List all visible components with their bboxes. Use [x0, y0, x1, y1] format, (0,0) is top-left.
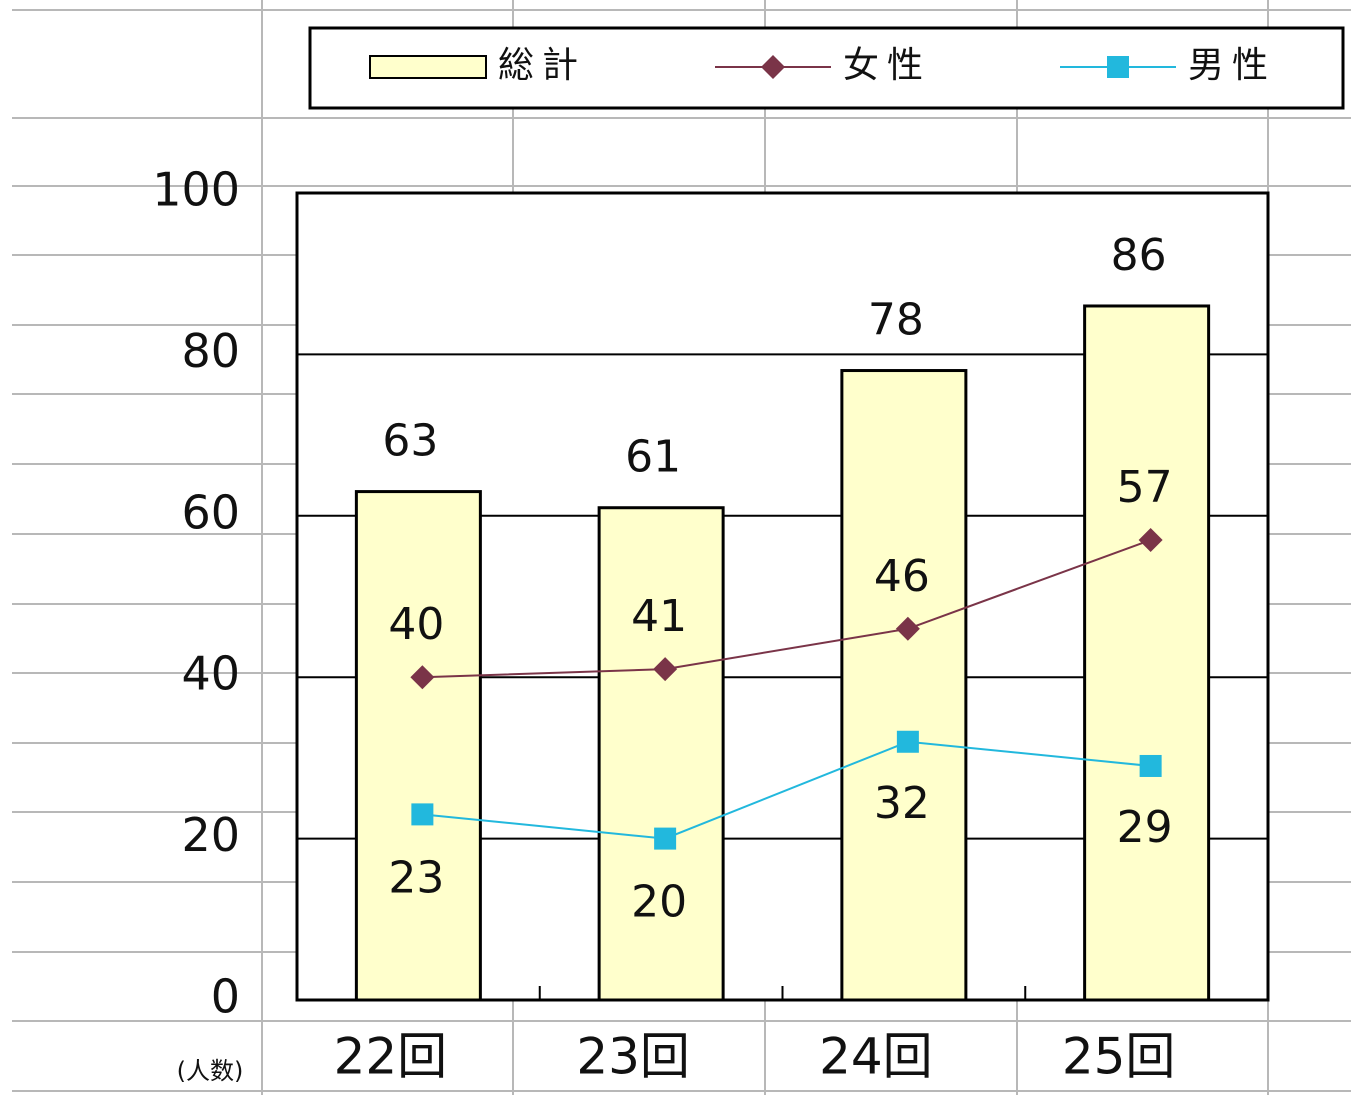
bar [1083, 304, 1211, 1002]
legend-swatch [369, 55, 487, 79]
data-label: 29 [1117, 802, 1173, 853]
data-label: 86 [1111, 230, 1167, 281]
data-label: 46 [874, 551, 930, 602]
y-tick-label: 20 [181, 808, 240, 862]
x-tick-label: 22回 [334, 1028, 448, 1086]
x-tick-label: 24回 [819, 1028, 933, 1086]
marker [411, 803, 434, 826]
data-label: 20 [631, 877, 687, 928]
legend-marker [1107, 56, 1129, 78]
marker [653, 657, 678, 682]
marker [1139, 754, 1162, 777]
x-tick-label: 23回 [576, 1028, 690, 1086]
y-tick-label: 80 [181, 324, 240, 378]
marker [896, 730, 919, 753]
x-tick-label: 25回 [1062, 1028, 1176, 1086]
marker [410, 665, 435, 690]
marker [654, 827, 677, 850]
y-tick-label: 40 [181, 647, 240, 701]
data-label: 32 [874, 778, 930, 829]
data-label: 61 [625, 432, 681, 483]
y-axis-label: (人数) [177, 1057, 244, 1085]
y-tick-label: 100 [152, 163, 240, 217]
bar [840, 369, 968, 1002]
y-tick-label: 60 [181, 485, 240, 539]
bar [597, 506, 725, 1002]
data-label: 57 [1117, 462, 1173, 513]
legend-label: 総計 [498, 45, 586, 86]
line [422, 740, 1151, 840]
y-tick-label: 0 [211, 970, 240, 1024]
legend-marker [761, 55, 785, 79]
line [422, 539, 1151, 679]
data-label: 63 [382, 416, 438, 467]
data-label: 23 [388, 852, 444, 903]
data-label: 40 [388, 599, 444, 650]
data-label: 78 [868, 295, 924, 346]
bar [354, 490, 482, 1002]
marker [1138, 528, 1163, 553]
data-label: 41 [631, 591, 687, 642]
legend-label: 女性 [843, 45, 931, 86]
legend-label: 男性 [1188, 45, 1276, 86]
marker [895, 616, 920, 641]
